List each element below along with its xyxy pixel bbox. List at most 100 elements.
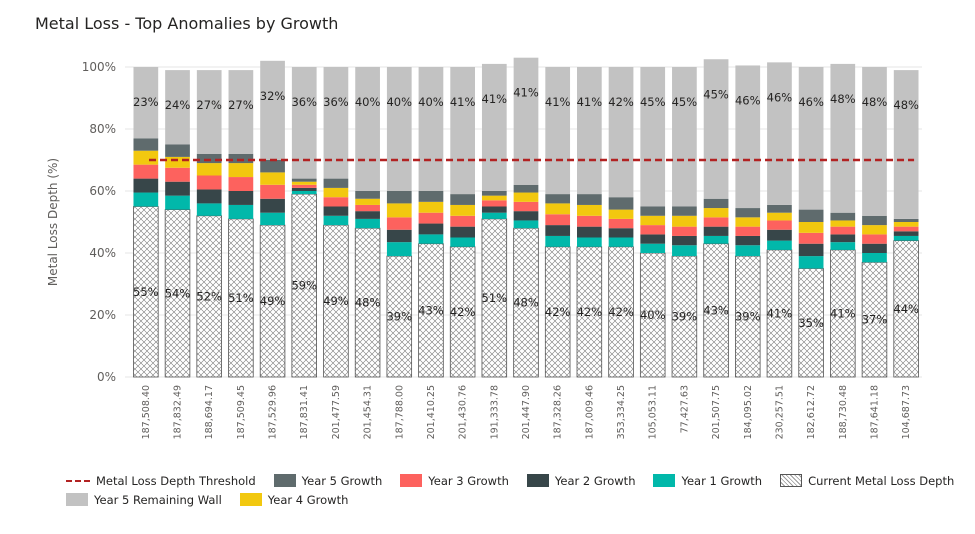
bar-segment bbox=[767, 212, 792, 221]
bar-segment bbox=[735, 235, 761, 246]
data-label: 24% bbox=[165, 98, 191, 112]
bar-segment bbox=[323, 187, 349, 198]
bar-segment bbox=[513, 192, 539, 202]
bar-segment bbox=[893, 231, 919, 236]
x-tick-label: 353,334.25 bbox=[616, 385, 627, 439]
bar-segment bbox=[228, 163, 254, 178]
y-tick-label: 40% bbox=[89, 246, 116, 260]
bar-segment bbox=[545, 214, 571, 226]
bar-segment bbox=[703, 198, 729, 209]
bar-segment bbox=[862, 67, 887, 216]
bar-segment bbox=[196, 163, 222, 176]
x-tick-label: 187,328.26 bbox=[553, 385, 564, 439]
bar-segment bbox=[735, 245, 761, 257]
bar-segment bbox=[355, 67, 380, 191]
bar-segment bbox=[291, 191, 317, 195]
bar-segment bbox=[640, 225, 666, 235]
bar-segment bbox=[862, 225, 887, 235]
data-label: 54% bbox=[165, 286, 191, 300]
bar-segment bbox=[608, 67, 634, 198]
legend-label: Metal Loss Depth Threshold bbox=[96, 473, 256, 488]
x-tick-label: 201,447.90 bbox=[521, 385, 532, 439]
bar-segment bbox=[196, 215, 222, 378]
bar-segment bbox=[228, 218, 254, 378]
bar-segment bbox=[449, 246, 476, 378]
bar-segment bbox=[640, 215, 666, 226]
bar-segment bbox=[545, 225, 571, 236]
legend-swatch bbox=[526, 474, 549, 487]
bar-segment bbox=[260, 172, 285, 185]
x-tick-label: 187,831.41 bbox=[299, 385, 310, 439]
bar-segment bbox=[767, 229, 792, 241]
bar-segment bbox=[893, 240, 919, 378]
data-label: 39% bbox=[386, 310, 412, 324]
data-label: 40% bbox=[355, 95, 381, 109]
bar-segment bbox=[260, 184, 285, 199]
bar-segment bbox=[577, 67, 602, 195]
data-label: 43% bbox=[703, 303, 729, 317]
bar-segment bbox=[196, 70, 222, 154]
x-tick-label: 191,333.78 bbox=[489, 385, 500, 439]
bar-segment bbox=[893, 70, 919, 219]
data-label: 27% bbox=[196, 98, 222, 112]
legend-item[interactable]: Year 3 Growth bbox=[400, 472, 509, 489]
legend-item[interactable]: Year 5 Remaining Wall bbox=[66, 491, 222, 508]
bar-segment bbox=[735, 226, 761, 236]
legend-item[interactable]: Metal Loss Depth Threshold bbox=[66, 472, 256, 489]
bar-segment bbox=[577, 215, 602, 227]
bar-segment bbox=[545, 203, 571, 215]
bar-segment bbox=[133, 67, 159, 139]
bar-segment bbox=[830, 249, 856, 378]
legend-hatch-swatch bbox=[780, 474, 803, 487]
bar-segment bbox=[386, 242, 412, 257]
data-label: 40% bbox=[386, 95, 412, 109]
bar-segment bbox=[798, 67, 824, 210]
data-label: 35% bbox=[798, 316, 824, 330]
data-label: 46% bbox=[798, 95, 824, 109]
data-label: 48% bbox=[355, 296, 381, 310]
data-label: 42% bbox=[545, 305, 571, 319]
legend-item[interactable]: Current Metal Loss Depth bbox=[780, 472, 954, 489]
legend-line-icon bbox=[66, 479, 90, 482]
bar-segment bbox=[672, 226, 697, 236]
bar-segment bbox=[481, 191, 507, 196]
legend-item[interactable]: Year 1 Growth bbox=[653, 472, 762, 489]
bar-segment bbox=[450, 67, 475, 195]
y-tick-label: 0% bbox=[97, 370, 116, 384]
bar-segment bbox=[133, 164, 159, 179]
bar-segment bbox=[386, 255, 413, 378]
y-axis-label: Metal Loss Depth (%) bbox=[46, 158, 60, 286]
bar-segment bbox=[735, 255, 761, 378]
bar-segment bbox=[260, 198, 285, 213]
legend-item[interactable]: Year 4 Growth bbox=[239, 491, 348, 508]
legend-label: Year 5 Growth bbox=[301, 473, 383, 488]
legend-swatch bbox=[239, 493, 262, 506]
bar-segment bbox=[260, 212, 285, 226]
bar-segment bbox=[640, 67, 666, 207]
bar-segment bbox=[735, 65, 761, 209]
legend-swatch bbox=[273, 474, 296, 487]
bar-segment bbox=[671, 255, 698, 378]
bar-segment bbox=[291, 193, 317, 378]
bar-segment bbox=[608, 228, 634, 238]
bar-segment bbox=[798, 232, 824, 244]
bar-segment bbox=[735, 208, 761, 218]
bar-segment bbox=[355, 204, 380, 212]
legend-item[interactable]: Year 5 Growth bbox=[273, 472, 383, 489]
bar-segment bbox=[830, 220, 856, 227]
bar-segment bbox=[545, 235, 571, 247]
bar-segment bbox=[196, 189, 222, 204]
bar-segment bbox=[386, 229, 412, 243]
legend-swatch bbox=[66, 493, 88, 506]
bar-segment bbox=[260, 60, 285, 160]
data-label: 41% bbox=[545, 95, 571, 109]
x-tick-label: 201,477.59 bbox=[331, 385, 342, 439]
bar-segment bbox=[608, 237, 634, 247]
legend-item[interactable]: Year 2 Growth bbox=[526, 472, 635, 489]
bar-segment bbox=[165, 167, 190, 182]
bar-segment bbox=[481, 218, 508, 378]
bar-segment bbox=[640, 206, 666, 216]
bar-segment bbox=[830, 242, 856, 250]
bar-segment bbox=[608, 197, 634, 210]
bar-segment bbox=[386, 67, 412, 191]
